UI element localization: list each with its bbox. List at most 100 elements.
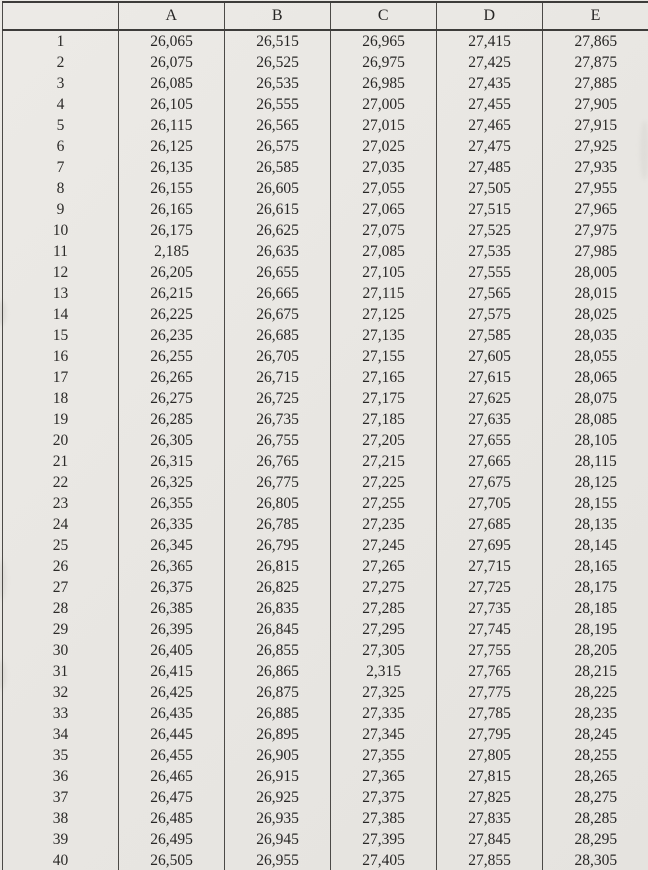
value-cell: 27,855 <box>436 850 543 870</box>
value-cell: 28,265 <box>542 766 648 787</box>
value-cell: 28,305 <box>542 850 648 870</box>
value-cell: 26,325 <box>118 472 225 493</box>
value-cell: 26,635 <box>224 241 331 262</box>
value-cell: 26,265 <box>118 367 225 388</box>
value-cell: 27,845 <box>436 829 543 850</box>
value-cell: 27,365 <box>330 766 437 787</box>
table-row: 2 26,075 26,525 26,975 27,425 27,875 <box>3 52 648 73</box>
header-row: A B C D E <box>2 2 648 31</box>
row-number-cell: 24 <box>52 516 69 533</box>
row-number-cell: 34 <box>52 726 69 743</box>
table-row: 30 26,405 26,855 27,305 27,755 28,205 <box>3 640 648 661</box>
value-cell: 27,105 <box>330 262 437 283</box>
row-number-cell: 1 <box>56 33 65 50</box>
value-cell: 26,155 <box>118 178 225 199</box>
value-cell: 27,065 <box>330 199 437 220</box>
value-cell: 26,675 <box>224 304 331 325</box>
value-cell: 28,205 <box>542 640 648 661</box>
value-cell: 28,015 <box>542 283 648 304</box>
value-cell: 28,165 <box>542 556 648 577</box>
column-header-b: B <box>224 2 331 31</box>
value-cell: 28,085 <box>542 409 648 430</box>
value-cell: 26,385 <box>118 598 225 619</box>
value-cell: 26,785 <box>224 514 331 535</box>
value-cell: 26,165 <box>118 199 225 220</box>
value-cell: 2,185 <box>118 241 225 262</box>
value-cell: 28,235 <box>542 703 648 724</box>
value-cell: 26,345 <box>118 535 225 556</box>
row-number-cell: 10 <box>52 222 69 239</box>
table-row: 35 26,455 26,905 27,355 27,805 28,255 <box>3 745 648 766</box>
table-row: 38 26,485 26,935 27,385 27,835 28,285 <box>3 808 648 829</box>
row-number-cell: 26 <box>52 558 69 575</box>
value-cell: 26,275 <box>118 388 225 409</box>
value-cell: 26,895 <box>224 724 331 745</box>
value-cell: 27,455 <box>436 94 543 115</box>
value-cell: 27,235 <box>330 514 437 535</box>
value-cell: 27,795 <box>436 724 543 745</box>
table-row: 32 26,425 26,875 27,325 27,775 28,225 <box>3 682 648 703</box>
value-cell: 27,955 <box>542 178 648 199</box>
value-cell: 26,075 <box>118 52 225 73</box>
value-cell: 26,775 <box>224 472 331 493</box>
value-cell: 26,565 <box>224 115 331 136</box>
row-number-cell: 11 <box>53 243 68 260</box>
row-number-cell: 18 <box>52 390 69 407</box>
value-cell: 27,015 <box>330 115 437 136</box>
value-cell: 26,945 <box>224 829 331 850</box>
table-row: 36 26,465 26,915 27,365 27,815 28,265 <box>3 766 648 787</box>
row-number-cell: 3 <box>56 75 65 92</box>
value-cell: 27,225 <box>330 472 437 493</box>
value-cell: 27,185 <box>330 409 437 430</box>
value-cell: 26,875 <box>224 682 331 703</box>
value-cell: 26,515 <box>224 30 331 52</box>
value-cell: 27,345 <box>330 724 437 745</box>
row-number-cell: 39 <box>52 831 69 848</box>
value-cell: 27,985 <box>542 241 648 262</box>
value-cell: 27,035 <box>330 157 437 178</box>
value-cell: 27,685 <box>436 514 543 535</box>
value-cell: 26,805 <box>224 493 331 514</box>
value-cell: 27,775 <box>436 682 543 703</box>
column-header-e: E <box>542 2 648 31</box>
value-cell: 27,005 <box>330 94 437 115</box>
value-cell: 27,165 <box>330 367 437 388</box>
row-number-cell: 2 <box>56 54 65 71</box>
value-cell: 26,555 <box>224 94 331 115</box>
value-cell: 26,475 <box>118 787 225 808</box>
value-cell: 27,705 <box>436 493 543 514</box>
value-cell: 26,705 <box>224 346 331 367</box>
table-row: 31 26,415 26,865 2,315 27,765 28,215 <box>3 661 648 682</box>
value-cell: 27,355 <box>330 745 437 766</box>
row-number-cell: 30 <box>52 642 69 659</box>
table-row: 6 26,125 26,575 27,025 27,475 27,925 <box>3 136 648 157</box>
value-cell: 26,255 <box>118 346 225 367</box>
value-cell: 26,235 <box>118 325 225 346</box>
value-cell: 26,855 <box>224 640 331 661</box>
table-row: 19 26,285 26,735 27,185 27,635 28,085 <box>3 409 648 430</box>
value-cell: 27,125 <box>330 304 437 325</box>
value-cell: 27,865 <box>542 30 648 52</box>
value-cell: 27,805 <box>436 745 543 766</box>
value-cell: 27,915 <box>542 115 648 136</box>
value-cell: 26,955 <box>224 850 331 870</box>
value-cell: 28,025 <box>542 304 648 325</box>
value-cell: 28,275 <box>542 787 648 808</box>
value-cell: 26,215 <box>118 283 225 304</box>
row-number-cell: 5 <box>56 117 65 134</box>
row-number-cell: 37 <box>52 789 69 806</box>
value-cell: 27,255 <box>330 493 437 514</box>
table-row: 33 26,435 26,885 27,335 27,785 28,235 <box>3 703 648 724</box>
table-row: 20 26,305 26,755 27,205 27,655 28,105 <box>3 430 648 451</box>
row-number-cell: 13 <box>52 285 69 302</box>
value-cell: 28,005 <box>542 262 648 283</box>
value-cell: 28,185 <box>542 598 648 619</box>
value-cell: 27,535 <box>436 241 543 262</box>
value-cell: 28,195 <box>542 619 648 640</box>
row-number-cell: 17 <box>52 369 69 386</box>
table-row: 40 26,505 26,955 27,405 27,855 28,305 <box>3 850 648 870</box>
row-number-cell: 12 <box>52 264 69 281</box>
value-cell: 26,175 <box>118 220 225 241</box>
value-cell: 28,125 <box>542 472 648 493</box>
value-cell: 27,275 <box>330 577 437 598</box>
